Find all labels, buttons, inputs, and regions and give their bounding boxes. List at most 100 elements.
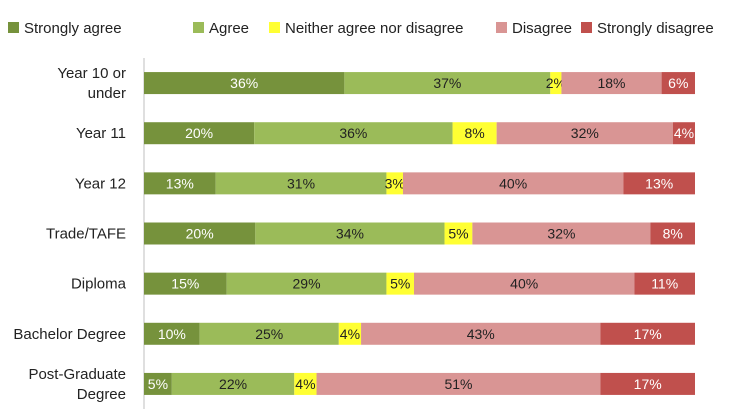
data-label-neither-agree-nor-disagree: 5%	[390, 276, 410, 292]
legend-label-disagree: Disagree	[512, 20, 572, 37]
data-label-strongly-agree: 15%	[171, 276, 199, 292]
data-label-agree: 22%	[219, 376, 247, 392]
data-label-strongly-disagree: 17%	[634, 376, 662, 392]
category-label-line: under	[88, 85, 126, 102]
bar-segment-disagree	[561, 72, 662, 95]
category-label-line: Bachelor Degree	[13, 326, 126, 343]
bar-segment-strongly-disagree	[600, 322, 695, 345]
category-label-line: Diploma	[71, 276, 127, 293]
bar-segment-agree	[344, 72, 551, 95]
data-label-neither-agree-nor-disagree: 4%	[295, 376, 315, 392]
bar-segment-strongly-disagree	[634, 272, 695, 295]
data-label-agree: 31%	[287, 175, 315, 191]
bar-segment-strongly-agree	[144, 122, 255, 145]
bar-segment-strongly-disagree	[600, 372, 695, 395]
bar-segment-agree	[255, 222, 445, 245]
category-label-line: Year 12	[75, 175, 126, 192]
legend-label-strongly-agree: Strongly agree	[24, 20, 122, 37]
bar-segment-disagree	[402, 172, 624, 195]
data-label-disagree: 43%	[467, 326, 495, 342]
bar-segment-neither-agree-nor-disagree	[444, 222, 473, 245]
bar-segment-strongly-agree	[144, 272, 227, 295]
data-label-disagree: 40%	[499, 175, 527, 191]
bar-segment-neither-agree-nor-disagree	[386, 172, 403, 195]
data-label-strongly-agree: 10%	[158, 326, 186, 342]
bar-segment-neither-agree-nor-disagree	[550, 72, 562, 95]
data-label-strongly-disagree: 13%	[645, 175, 673, 191]
legend-label-agree: Agree	[209, 20, 249, 37]
bar-segment-strongly-disagree	[650, 222, 695, 245]
bar-segment-agree	[226, 272, 387, 295]
bar-segment-disagree	[496, 122, 673, 145]
data-label-strongly-agree: 13%	[166, 175, 194, 191]
data-label-disagree: 32%	[571, 125, 599, 141]
data-label-neither-agree-nor-disagree: 5%	[448, 226, 468, 242]
data-label-strongly-agree: 36%	[230, 75, 258, 91]
legend-label-strongly-disagree: Strongly disagree	[597, 20, 714, 37]
data-label-agree: 36%	[339, 125, 367, 141]
category-label: Bachelor Degree	[13, 326, 126, 343]
data-label-strongly-agree: 20%	[186, 226, 214, 242]
category-label: Year 10 or under	[57, 65, 126, 102]
data-label-agree: 37%	[433, 75, 461, 91]
legend: Strongly agree Agree Neither agree nor dis…	[8, 20, 714, 37]
category-label: Year 11	[76, 125, 126, 142]
bar-segment-strongly-agree	[144, 72, 345, 95]
category-label-line: Year 10 or	[57, 65, 126, 82]
category-label-line: Degree	[77, 386, 126, 403]
bar-segment-disagree	[361, 322, 601, 345]
category-label: Diploma	[71, 276, 127, 293]
category-label-line: Post-Graduate	[28, 366, 126, 383]
data-label-neither-agree-nor-disagree: 2%	[546, 75, 566, 91]
category-label: Post-Graduate Degree	[28, 366, 126, 403]
bar-segment-strongly-agree	[144, 222, 256, 245]
bar-segment-neither-agree-nor-disagree	[386, 272, 414, 295]
bar-segment-agree	[215, 172, 387, 195]
bar-segment-neither-agree-nor-disagree	[294, 372, 317, 395]
bar-segment-strongly-disagree	[661, 72, 695, 95]
bar-segment-strongly-agree	[144, 322, 200, 345]
bar-segment-strongly-agree	[144, 172, 216, 195]
data-label-agree: 29%	[293, 276, 321, 292]
data-label-strongly-disagree: 17%	[634, 326, 662, 342]
data-label-disagree: 18%	[597, 75, 625, 91]
bar-segment-disagree	[413, 272, 635, 295]
bar-segment-agree	[199, 322, 339, 345]
data-label-agree: 25%	[255, 326, 283, 342]
data-label-strongly-disagree: 4%	[674, 125, 694, 141]
data-label-disagree: 40%	[510, 276, 538, 292]
bar-segment-strongly-agree	[144, 372, 172, 395]
bar-segment-strongly-disagree	[672, 122, 695, 145]
category-label: Trade/TAFE	[46, 226, 126, 243]
data-label-strongly-disagree: 8%	[663, 226, 683, 242]
bar-segment-agree	[171, 372, 295, 395]
legend-swatch-disagree	[496, 22, 507, 33]
bar-segment-neither-agree-nor-disagree	[338, 322, 362, 345]
data-label-strongly-disagree: 11%	[651, 276, 678, 292]
data-label-strongly-disagree: 6%	[668, 75, 688, 91]
category-label-line: Year 11	[76, 125, 126, 142]
data-label-neither-agree-nor-disagree: 4%	[340, 326, 360, 342]
data-label-disagree: 32%	[547, 226, 575, 242]
legend-swatch-strongly-disagree	[581, 22, 592, 33]
data-label-neither-agree-nor-disagree: 8%	[464, 125, 484, 141]
category-label-line: Trade/TAFE	[46, 226, 126, 243]
bar-segment-agree	[254, 122, 453, 145]
data-label-strongly-agree: 20%	[185, 125, 213, 141]
category-axis: Year 10 or under Year 11 Year 12 Trade/TAFE D…	[13, 65, 126, 403]
bar-segment-disagree	[316, 372, 601, 395]
data-label-neither-agree-nor-disagree: 3%	[385, 175, 405, 191]
data-label-strongly-agree: 5%	[148, 376, 168, 392]
bar-segment-neither-agree-nor-disagree	[452, 122, 497, 145]
data-label-agree: 34%	[336, 226, 364, 242]
category-label: Year 12	[75, 175, 126, 192]
bar-segment-disagree	[472, 222, 651, 245]
data-label-disagree: 51%	[444, 376, 472, 392]
legend-swatch-agree	[193, 22, 204, 33]
bar-segment-strongly-disagree	[623, 172, 695, 195]
legend-label-neither-agree-nor-disagree: Neither agree nor disagree	[285, 20, 463, 37]
legend-swatch-neither-agree-nor-disagree	[269, 22, 280, 33]
plot-area: 36% 37% 2% 18% 6% 20% 36% 8% 32% 4% 13% 31% 3% 40% 13%…	[144, 72, 695, 395]
